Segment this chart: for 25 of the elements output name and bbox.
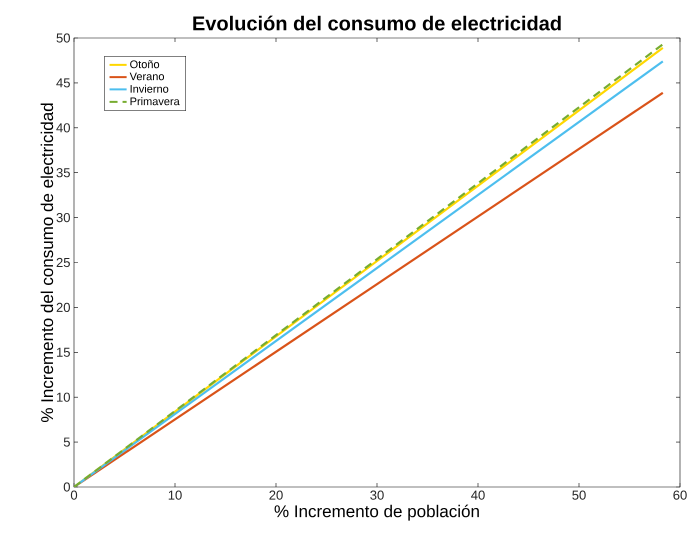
- x-tick-label: 0: [70, 490, 78, 500]
- y-tick-label: 40: [56, 123, 70, 132]
- x-tick-label: 10: [168, 490, 182, 500]
- y-tick-label: 45: [56, 78, 70, 88]
- chart-title: Evolución del consumo de electricidad: [193, 16, 561, 30]
- legend-label: Primavera: [130, 97, 180, 106]
- y-tick-label: 5: [64, 438, 70, 447]
- y-tick-label: 30: [56, 212, 70, 222]
- y-tick-label: 25: [56, 258, 70, 268]
- y-tick-label: 15: [56, 348, 70, 357]
- legend-label: Otoño: [130, 60, 160, 68]
- y-axis-title: % Incremento del consumo de electricidad: [40, 103, 54, 422]
- y-tick-label: 20: [56, 302, 70, 312]
- x-tick-label: 60: [673, 490, 687, 500]
- legend-label: Invierno: [130, 84, 168, 93]
- x-tick-label: 40: [471, 490, 485, 500]
- x-tick-label: 30: [370, 490, 384, 500]
- y-tick-label: 0: [64, 482, 70, 492]
- y-tick-label: 10: [56, 392, 70, 402]
- x-axis-title: % Incremento de población: [274, 504, 479, 521]
- y-tick-label: 50: [56, 33, 70, 43]
- y-tick-label: 35: [56, 168, 70, 178]
- x-tick-label: 20: [269, 490, 283, 500]
- x-tick-label: 50: [572, 490, 586, 500]
- legend-label: Verano: [130, 72, 164, 80]
